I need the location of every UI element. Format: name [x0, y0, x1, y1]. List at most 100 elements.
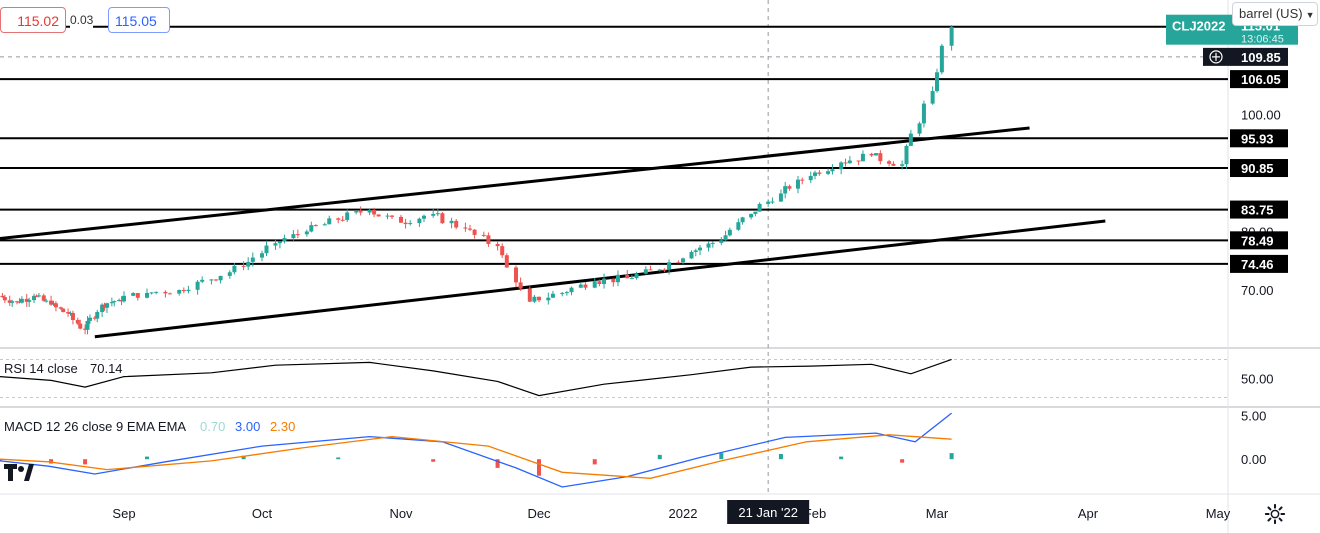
- level-label: 95.93: [1241, 131, 1274, 146]
- candle-body: [787, 186, 792, 189]
- macd-legend-value: 0.70: [200, 419, 225, 434]
- candle-body: [422, 215, 426, 219]
- level-label-box: [1230, 231, 1288, 250]
- time-axis-label: Mar: [926, 506, 949, 521]
- candle-body: [131, 293, 136, 296]
- macd-histogram-bar: [49, 459, 54, 464]
- candle-body: [856, 160, 861, 162]
- candle-body: [662, 269, 667, 271]
- level-label-box: [1230, 254, 1288, 273]
- bid-price[interactable]: 115.02: [0, 7, 66, 33]
- price-axis-tick-label: 100.00: [1241, 108, 1281, 123]
- candle-body: [117, 299, 122, 302]
- candle-body: [676, 262, 681, 264]
- candle-body: [817, 172, 822, 174]
- candle-body: [813, 172, 817, 176]
- candle-body: [435, 213, 440, 215]
- candle-body: [719, 240, 724, 243]
- candle-body: [10, 301, 15, 303]
- candle-body: [260, 253, 264, 258]
- candle-body: [0, 295, 5, 298]
- candle-body: [481, 234, 486, 236]
- candle-body: [177, 290, 182, 294]
- plus-circle-icon: [1209, 50, 1223, 64]
- candle-body: [657, 269, 662, 271]
- candle-body: [860, 153, 865, 162]
- macd-histogram-bar: [431, 459, 436, 462]
- macd-series-line: [0, 412, 953, 488]
- candle-body: [100, 304, 105, 312]
- candle-body: [532, 296, 537, 302]
- candle-body: [19, 298, 24, 303]
- candle-body: [327, 218, 332, 225]
- candle-body: [597, 281, 602, 285]
- candle-body: [783, 186, 788, 194]
- candle-body: [740, 217, 745, 223]
- level-label-box: [1230, 70, 1288, 89]
- spread-value: 0.03: [70, 10, 94, 36]
- candle-body: [643, 269, 648, 274]
- candle-body: [340, 219, 345, 221]
- candle-body: [399, 216, 403, 223]
- candle-body: [61, 308, 66, 313]
- candle-body: [92, 317, 97, 319]
- candle-body: [36, 295, 41, 297]
- candle-body: [186, 289, 191, 292]
- candle-body: [917, 123, 922, 134]
- candle-body: [546, 297, 551, 301]
- candle-body: [625, 274, 630, 279]
- candle-body: [232, 265, 237, 273]
- candle-body: [264, 245, 269, 254]
- candle-body: [454, 220, 459, 228]
- candle-body: [27, 300, 32, 302]
- candle-body: [634, 273, 639, 279]
- candle-body: [49, 300, 54, 305]
- candle-body: [681, 258, 685, 263]
- candle-body: [847, 160, 852, 164]
- candle-body: [753, 211, 758, 214]
- level-label-box: [1230, 200, 1288, 219]
- macd-histogram-bar: [83, 459, 88, 465]
- candle-body: [195, 281, 200, 290]
- time-axis-label: Feb: [804, 506, 826, 521]
- candle-body: [518, 282, 523, 289]
- gear-icon[interactable]: [1264, 503, 1286, 525]
- candle-body: [874, 153, 878, 156]
- macd-histogram-bar: [336, 457, 341, 460]
- candle-body: [273, 243, 278, 246]
- candle-body: [83, 328, 88, 330]
- candle-body: [935, 72, 939, 92]
- candle-body: [313, 225, 318, 227]
- symbol-label: CLJ2022: [1172, 19, 1225, 34]
- candle-body: [891, 163, 896, 166]
- rsi-line: [0, 358, 952, 397]
- unit-selector[interactable]: barrel (US) ▼: [1232, 2, 1318, 26]
- candle-body: [949, 26, 954, 46]
- ask-price[interactable]: 115.05: [108, 7, 170, 33]
- candle-body: [44, 300, 49, 302]
- chevron-down-icon: ▼: [1305, 10, 1315, 20]
- candle-body: [449, 220, 454, 224]
- candle-body: [878, 153, 883, 162]
- candle-body: [200, 279, 205, 282]
- trendline: [94, 219, 1106, 339]
- candle-body: [282, 238, 287, 242]
- candle-body: [578, 284, 583, 288]
- time-axis-label: Apr: [1078, 506, 1099, 521]
- candle-body: [727, 229, 732, 236]
- tradingview-logo-icon: [4, 464, 34, 481]
- candle-body: [667, 262, 672, 270]
- candle-body: [7, 300, 12, 303]
- crosshair-date-label: 21 Jan '22: [738, 505, 798, 520]
- candle-body: [698, 247, 703, 251]
- candle-body: [887, 161, 892, 164]
- macd-histogram-bar: [537, 459, 541, 476]
- candle-body: [34, 295, 39, 297]
- candle-body: [843, 162, 848, 164]
- candle-body: [372, 209, 377, 215]
- rsi-value: 70.14: [90, 361, 123, 376]
- candle-body: [149, 292, 154, 294]
- candle-body: [514, 267, 518, 283]
- candle-body: [537, 296, 541, 301]
